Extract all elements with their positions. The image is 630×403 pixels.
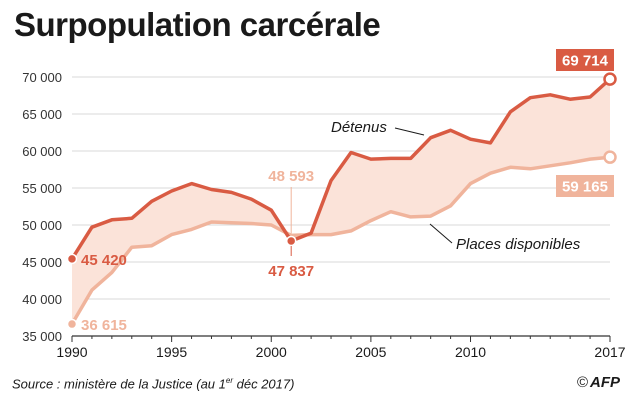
value-annotations: 45 420 36 615 48 593 47 837 69 714 59 165 bbox=[81, 49, 614, 334]
annotation-detenus-2017: 69 714 bbox=[562, 53, 609, 70]
annotation-detenus-2001: 47 837 bbox=[268, 263, 314, 280]
x-tick-label: 2000 bbox=[256, 344, 287, 360]
point-detenus-2001 bbox=[285, 235, 297, 247]
x-tick-label: 2017 bbox=[594, 344, 625, 360]
afp-brand: AFP bbox=[590, 374, 620, 391]
annotation-places-2017-box bbox=[556, 175, 614, 197]
point-places-1990 bbox=[66, 318, 78, 330]
x-tick-label: 2010 bbox=[455, 344, 486, 360]
y-tick-label: 65 000 bbox=[22, 107, 62, 122]
annotation-detenus-2017-box bbox=[556, 49, 614, 71]
y-tick-label: 60 000 bbox=[22, 144, 62, 159]
point-detenus-1990 bbox=[66, 253, 78, 265]
y-tick-label: 40 000 bbox=[22, 292, 62, 307]
annotation-places-2017: 59 165 bbox=[562, 179, 608, 196]
x-tick-label: 1995 bbox=[156, 344, 187, 360]
y-tick-label: 45 000 bbox=[22, 255, 62, 270]
y-tick-label: 35 000 bbox=[22, 329, 62, 344]
leader-series-places bbox=[429, 223, 453, 244]
source-note: Source : ministère de la Justice (au 1er… bbox=[12, 376, 294, 391]
series-line-places-disponibles bbox=[70, 155, 611, 325]
series-points bbox=[66, 72, 617, 330]
x-axis-ticks: 1990 1995 2000 2005 2010 2017 bbox=[56, 335, 626, 360]
y-tick-label: 50 000 bbox=[22, 218, 62, 233]
y-tick-label: 70 000 bbox=[22, 70, 62, 85]
source-superscript: er bbox=[225, 376, 234, 385]
afp-logo: © AFP bbox=[577, 374, 620, 391]
y-axis-ticks: 35 000 40 000 45 000 50 000 55 000 60 000 65 0… bbox=[22, 70, 62, 344]
x-tick-label: 1990 bbox=[56, 344, 87, 360]
series-labels: Détenus Places disponibles bbox=[331, 119, 581, 253]
page-title: Surpopulation carcérale bbox=[14, 6, 381, 43]
x-tick-label: 2005 bbox=[355, 344, 386, 360]
annotation-places-2001: 48 593 bbox=[268, 168, 314, 185]
y-tick-label: 55 000 bbox=[22, 181, 62, 196]
series-label-places: Places disponibles bbox=[456, 236, 581, 253]
point-places-2017 bbox=[603, 150, 617, 164]
source-text-end: déc 2017) bbox=[233, 376, 295, 392]
copyright-symbol: © bbox=[576, 374, 588, 391]
annotation-detenus-1990: 45 420 bbox=[81, 252, 127, 269]
series-label-detenus: Détenus bbox=[331, 119, 387, 136]
annotation-places-1990: 36 615 bbox=[81, 317, 127, 334]
series-line-detenus bbox=[70, 77, 612, 260]
point-detenus-2017 bbox=[603, 72, 617, 86]
source-text: Source : ministère de la Justice (au 1 bbox=[12, 376, 226, 392]
leader-series-detenus bbox=[394, 127, 425, 136]
